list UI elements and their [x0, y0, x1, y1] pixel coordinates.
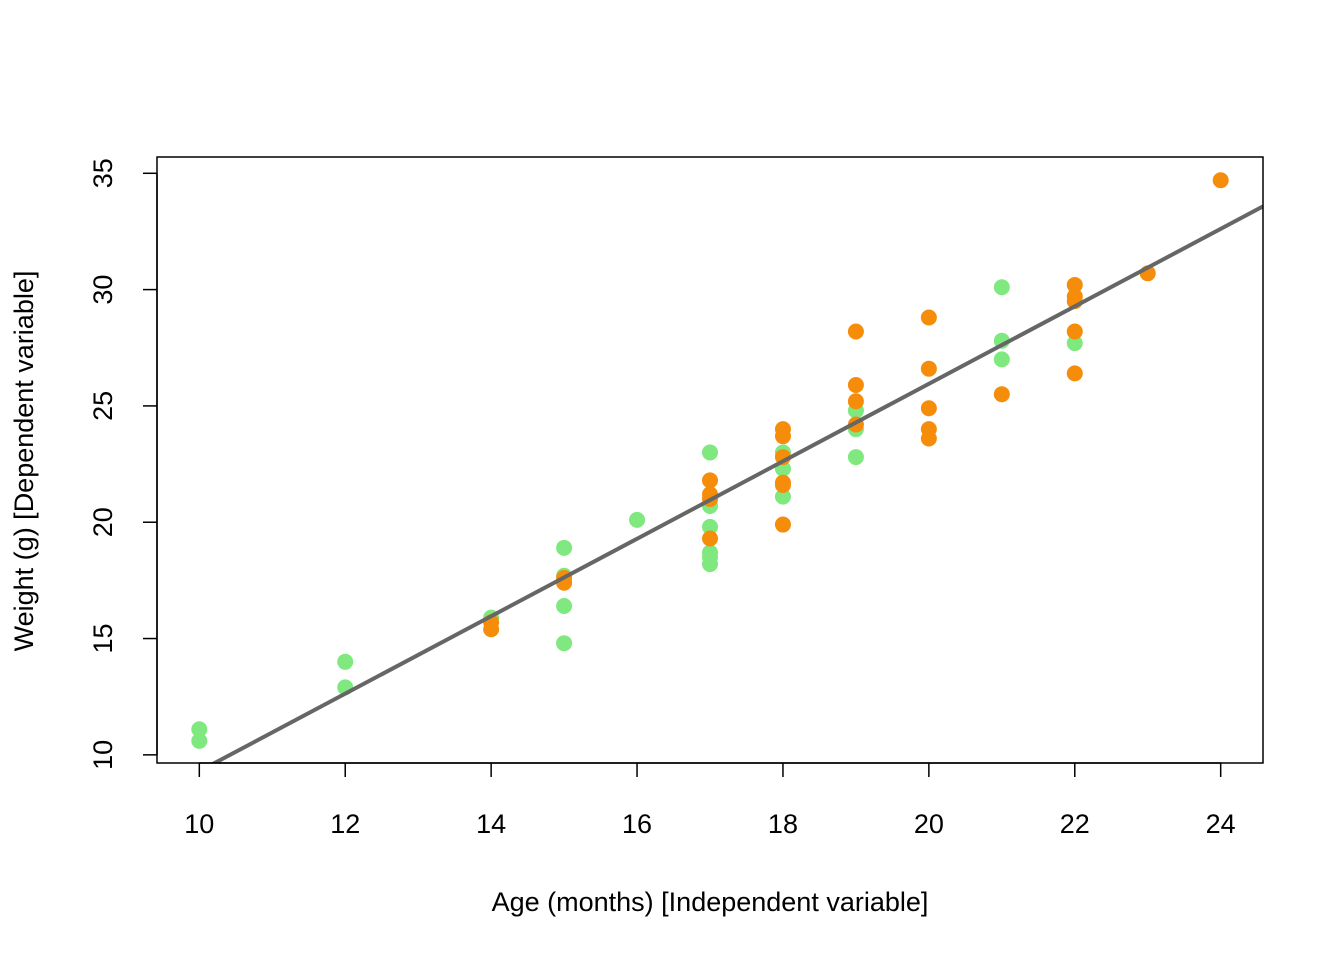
data-point — [702, 444, 718, 461]
data-point — [774, 477, 791, 494]
y-tick-label: 30 — [88, 275, 118, 305]
fit-line-layer — [210, 204, 1263, 763]
y-axis: 10 15 20 25 30 35 — [88, 158, 158, 770]
data-point — [702, 472, 718, 489]
data-point — [556, 539, 573, 556]
y-tick-label: 20 — [88, 507, 118, 537]
x-tick-label: 12 — [330, 809, 360, 839]
data-point — [556, 597, 573, 614]
data-point — [847, 393, 864, 410]
data-point — [993, 386, 1010, 403]
x-tick-label: 24 — [1206, 809, 1236, 839]
data-point — [774, 428, 791, 445]
x-tick-label: 20 — [914, 809, 944, 839]
x-tick-label: 10 — [184, 809, 214, 839]
data-point — [847, 449, 864, 466]
x-tick-label: 14 — [476, 809, 506, 839]
points-layer — [191, 172, 1229, 749]
data-point — [920, 430, 937, 447]
data-point — [1066, 323, 1083, 340]
data-point — [629, 511, 646, 528]
data-point — [191, 721, 208, 738]
data-point — [920, 360, 937, 377]
y-tick-label: 25 — [88, 391, 118, 421]
y-axis-label: Weight (g) [Dependent variable] — [9, 271, 39, 652]
x-tick-label: 18 — [768, 809, 798, 839]
data-point — [920, 400, 937, 417]
data-point — [1066, 365, 1083, 382]
data-point — [483, 621, 500, 638]
data-point — [1066, 276, 1083, 293]
data-point — [556, 635, 573, 652]
x-axis-label: Age (months) [Independent variable] — [492, 887, 929, 917]
data-point — [993, 351, 1010, 368]
data-point — [1212, 172, 1229, 189]
data-point — [847, 376, 864, 393]
data-point — [774, 488, 791, 505]
x-axis: 10 12 14 16 18 20 22 24 — [184, 762, 1236, 839]
y-tick-label: 10 — [88, 740, 118, 770]
y-tick-label: 35 — [88, 158, 118, 188]
data-point — [920, 309, 937, 326]
data-point — [337, 653, 354, 670]
x-tick-label: 16 — [622, 809, 652, 839]
y-tick-label: 15 — [88, 624, 118, 654]
regression-line — [210, 204, 1263, 763]
data-point — [774, 516, 791, 533]
x-tick-label: 22 — [1060, 809, 1090, 839]
data-point — [847, 323, 864, 340]
data-point — [191, 732, 208, 749]
data-point — [1066, 335, 1083, 352]
data-point — [702, 518, 718, 535]
data-point — [702, 556, 718, 573]
data-point — [702, 530, 718, 547]
data-point — [993, 279, 1010, 296]
